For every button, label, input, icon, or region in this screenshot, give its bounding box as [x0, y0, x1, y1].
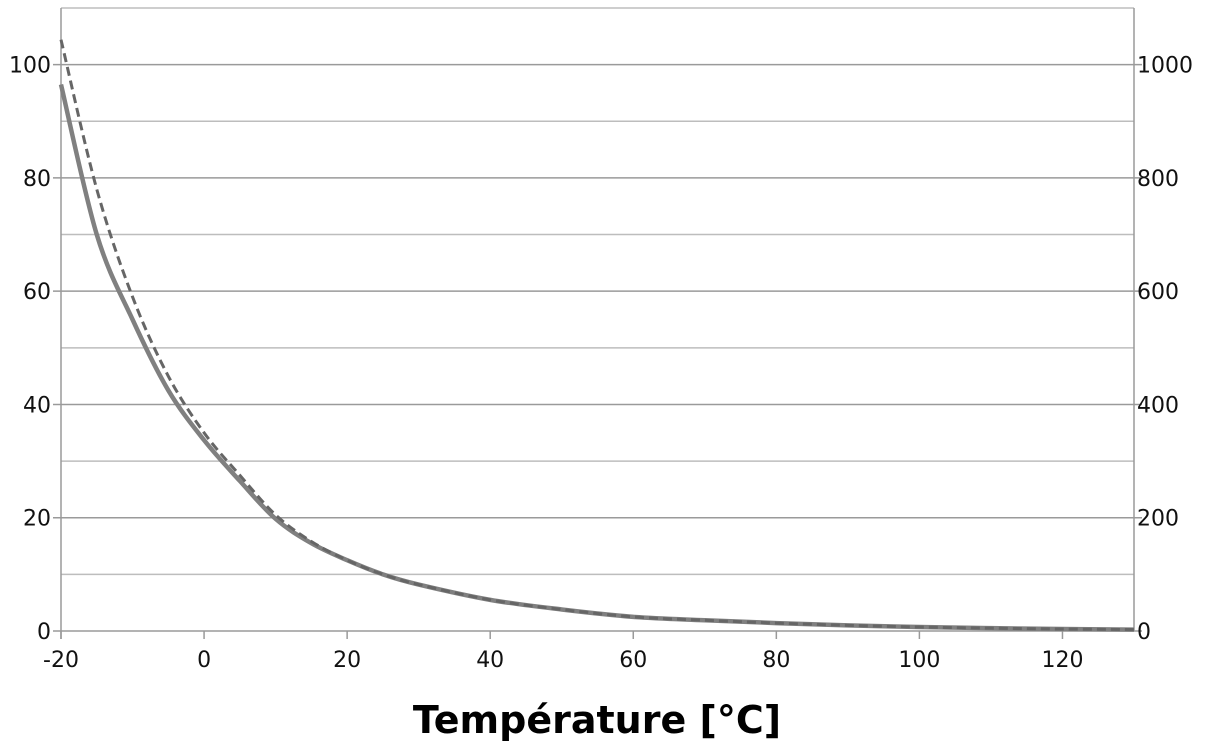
- x-tick-label: 20: [333, 648, 361, 673]
- x-tick-label: 120: [1041, 648, 1083, 673]
- gridlines: [53, 7, 1142, 576]
- right-y-tick-label: 600: [1137, 280, 1179, 305]
- data-series: [58, 39, 1135, 632]
- right-y-tick-label: 800: [1137, 167, 1179, 192]
- axes: [53, 8, 1142, 639]
- x-tick-label: 0: [197, 648, 211, 673]
- x-tick-label: 80: [762, 648, 790, 673]
- left-y-tick-label: 100: [9, 54, 51, 79]
- solid-series-line: [58, 83, 1135, 632]
- x-tick-label: -20: [43, 648, 79, 673]
- right-y-tick-label: 0: [1137, 620, 1151, 645]
- x-tick-label: 100: [898, 648, 940, 673]
- left-y-tick-label: 20: [23, 507, 51, 532]
- right-y-tick-label: 400: [1137, 393, 1179, 418]
- dashed-series-line: [59, 39, 1135, 632]
- x-tick-label: 40: [476, 648, 504, 673]
- left-y-tick-label: 0: [37, 620, 51, 645]
- left-y-tick-label: 40: [23, 393, 51, 418]
- x-tick-label: 60: [619, 648, 647, 673]
- right-y-tick-label: 1000: [1137, 54, 1193, 79]
- right-y-tick-label: 200: [1137, 507, 1179, 532]
- left-y-tick-label: 60: [23, 280, 51, 305]
- left-y-tick-label: 80: [23, 167, 51, 192]
- x-axis-title: Température [°C]: [413, 698, 781, 742]
